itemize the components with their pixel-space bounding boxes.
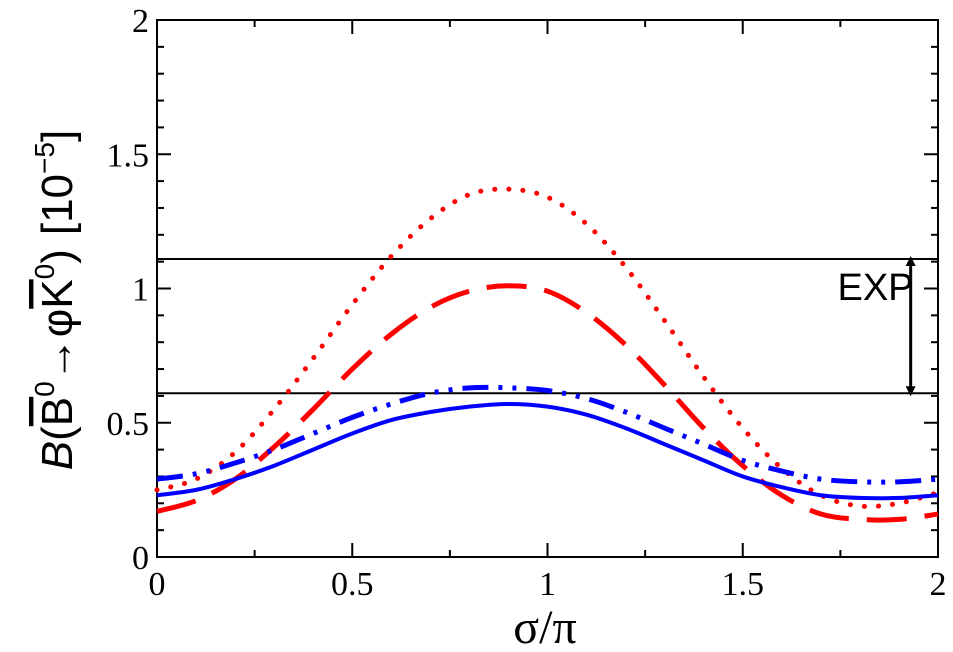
y-title-phi: φ: [33, 309, 82, 338]
y-tick-label: 2: [132, 3, 149, 40]
y-tick-label: 1: [132, 272, 149, 309]
y-title-unit-exp: −5: [29, 142, 60, 174]
plot-frame: [156, 19, 939, 558]
y-title-b-sup: 0: [29, 381, 60, 397]
series-blue-solid: [156, 401, 939, 501]
x-tick-label: 0.5: [331, 566, 374, 603]
series-group: [154, 186, 941, 523]
y-title-arrow: →: [33, 337, 82, 381]
x-axis-title: σ/π: [513, 601, 576, 652]
y-title-paren-close: ): [33, 249, 82, 264]
y-title-b-letter: B: [33, 397, 82, 426]
ticks: 0 0.5 1 1.5 2 0 0.5 1 1.5 2: [107, 3, 947, 603]
y-title-unit-close: ]: [33, 130, 82, 142]
y-tick-label: 1.5: [107, 137, 150, 174]
series-blue-dashdot: [156, 384, 939, 485]
y-title-unit: [10: [33, 174, 82, 235]
x-tick-label: 2: [930, 566, 947, 603]
y-tick-label: 0: [132, 540, 149, 577]
x-tick-label: 0: [149, 566, 166, 603]
y-title-k-sup: 0: [29, 264, 60, 280]
reference-lines: [157, 257, 938, 395]
plot-area: [156, 19, 939, 558]
y-axis-title: B(B0→φK0)[10−5]: [29, 130, 82, 470]
exp-label: EXP: [837, 267, 913, 309]
series-red-dashed: [156, 283, 939, 523]
y-title-paren-open: (: [33, 426, 82, 441]
svg-text:B(B0→φK0)[10−5]: B(B0→φK0)[10−5]: [29, 130, 82, 470]
y-title-k-letter: K: [33, 279, 82, 308]
x-tick-label: 1: [539, 566, 556, 603]
y-title-prefix: B: [33, 441, 82, 470]
x-tick-label: 1.5: [722, 566, 765, 603]
series-red-dotted: [154, 186, 941, 509]
y-tick-label: 0.5: [107, 406, 150, 443]
annotation-group: EXP: [837, 255, 916, 397]
